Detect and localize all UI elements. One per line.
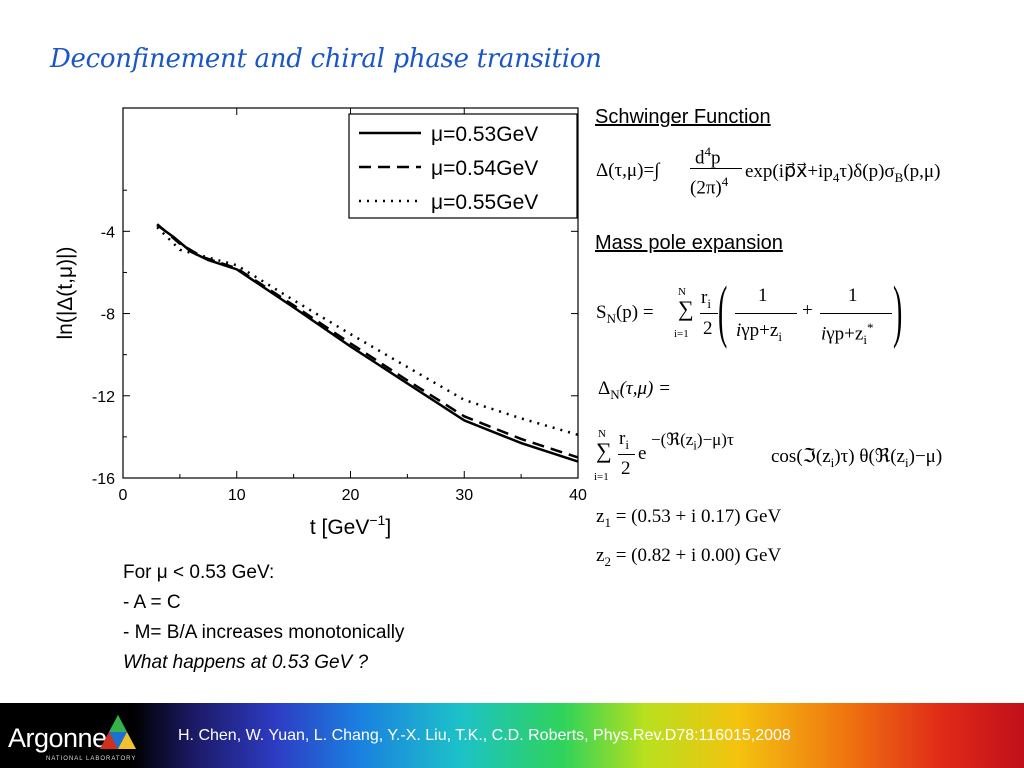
y-tick-label: -16 bbox=[92, 471, 115, 488]
x-axis-label: t [GeV−1] bbox=[310, 512, 391, 539]
close-paren: ) bbox=[893, 273, 903, 350]
slide-title: Deconfinement and chiral phase transitio… bbox=[50, 44, 602, 74]
x-tick-label: 30 bbox=[455, 487, 473, 504]
note-line-1: For μ < 0.53 GeV: bbox=[123, 562, 275, 583]
two2: 2 bbox=[621, 458, 631, 479]
schwinger-rhs: exp(ip⃗x⃗+ip4τ)δ(p)σB(p,μ) bbox=[745, 161, 941, 185]
x-tick-label: 10 bbox=[228, 487, 246, 504]
y-tick-label: -12 bbox=[92, 389, 115, 406]
sum-top: N bbox=[678, 286, 686, 298]
mass-pole-heading: Mass pole expansion bbox=[595, 232, 783, 254]
z2-value: z2 = (0.82 + i 0.00) GeV bbox=[596, 545, 782, 569]
fraction-bar bbox=[735, 313, 797, 314]
ln-delta-chart: 0 10 20 30 40 -4 -8 -12 -16 t [GeV−1] ln(|Δ(t,μ)|)… bbox=[54, 107, 587, 539]
citation: H. Chen, W. Yuan, L. Chang, Y.-X. Liu, T… bbox=[178, 727, 791, 744]
x-tick-label: 20 bbox=[342, 487, 360, 504]
sum-bottom: i=1 bbox=[674, 328, 689, 340]
one-b: 1 bbox=[848, 285, 858, 306]
ri-numerator: ri bbox=[701, 287, 711, 311]
fraction-bar bbox=[820, 313, 892, 314]
x-tick-label: 40 bbox=[569, 487, 587, 504]
z1-value: z1 = (0.53 + i 0.17) GeV bbox=[596, 506, 782, 530]
sum2-bottom: i=1 bbox=[594, 471, 609, 483]
note-line-4: What happens at 0.53 GeV ? bbox=[123, 652, 369, 673]
notes-block: For μ < 0.53 GeV: - A = C - M= B/A incre… bbox=[123, 558, 404, 678]
fraction-bar bbox=[618, 454, 635, 455]
schwinger-denominator: (2π)4 bbox=[690, 174, 729, 199]
schwinger-numerator: d4p bbox=[695, 144, 721, 169]
note-line-3: - M= B/A increases monotonically bbox=[123, 622, 405, 643]
one-a: 1 bbox=[758, 285, 768, 306]
open-paren: ( bbox=[718, 273, 728, 350]
footer-bar: Argonne NATIONAL LABORATORY H. Chen, W. … bbox=[0, 703, 1024, 768]
two: 2 bbox=[703, 318, 713, 339]
exp-exponent: −(ℜ(zi)−μ)τ bbox=[651, 430, 734, 453]
series-line-3 bbox=[156, 226, 579, 437]
ri2-numerator: ri bbox=[619, 428, 629, 452]
den1: iγp+zi bbox=[736, 320, 782, 344]
plus: + bbox=[802, 300, 813, 321]
x-tick-label: 0 bbox=[119, 487, 128, 504]
fraction-bar bbox=[690, 168, 742, 169]
note-line-2: - A = C bbox=[123, 592, 181, 613]
y-tick-label: -4 bbox=[101, 224, 115, 241]
legend-label: μ=0.53GeV bbox=[431, 123, 538, 146]
y-tick-label: -8 bbox=[101, 307, 115, 324]
argonne-triangle-icon bbox=[100, 715, 136, 749]
series-line-1 bbox=[156, 224, 579, 463]
argonne-logo: Argonne bbox=[8, 723, 107, 753]
schwinger-heading: Schwinger Function bbox=[595, 106, 771, 128]
sum-sign: ∑ bbox=[678, 296, 694, 321]
sum2-sign: ∑ bbox=[596, 438, 612, 463]
fraction-bar bbox=[700, 313, 718, 314]
sn-lhs: SN(p) = bbox=[596, 302, 654, 326]
exp-base: e bbox=[638, 443, 647, 464]
delta-n-lhs: ΔN(τ,μ) = bbox=[598, 378, 671, 402]
series-line-2 bbox=[156, 223, 579, 459]
sum2-top: N bbox=[598, 428, 606, 440]
legend-label: μ=0.55GeV bbox=[431, 191, 538, 214]
cos-theta-term: cos(ℑ(zi)τ) θ(ℜ(zi)−μ) bbox=[771, 446, 943, 470]
legend-label: μ=0.54GeV bbox=[431, 157, 538, 180]
den2: iγp+zi* bbox=[821, 320, 874, 348]
schwinger-lhs: Δ(τ,μ)=∫ bbox=[596, 160, 660, 181]
argonne-logo-sub: NATIONAL LABORATORY bbox=[46, 756, 137, 762]
y-axis-label: ln(|Δ(t,μ)|) bbox=[54, 246, 77, 339]
